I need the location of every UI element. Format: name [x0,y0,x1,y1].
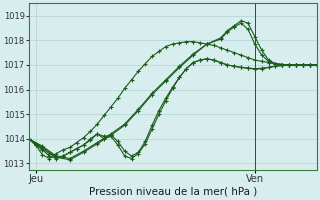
X-axis label: Pression niveau de la mer( hPa ): Pression niveau de la mer( hPa ) [89,187,257,197]
